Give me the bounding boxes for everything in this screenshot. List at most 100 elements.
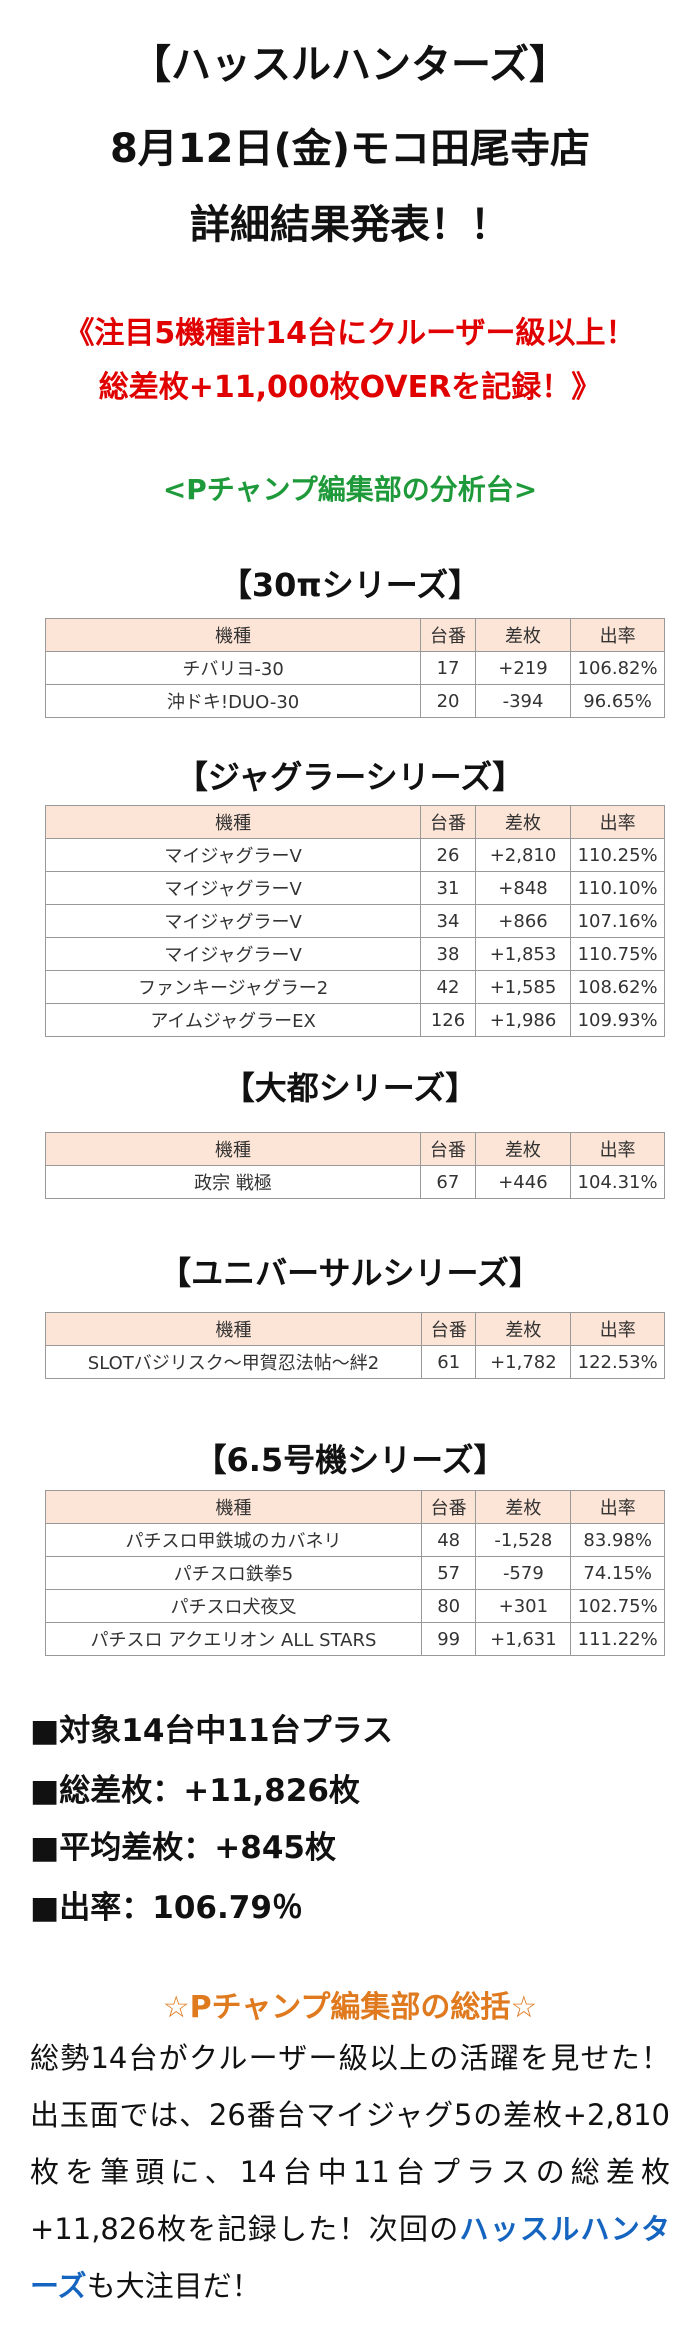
cell: -579 [475,1556,572,1590]
column-header: 出率 [570,805,665,839]
cell: マイジャグラーV [44,937,422,971]
row: チバリヨ-30 17 +219 106.82% [44,651,665,685]
cell: +1,585 [474,970,572,1004]
cell: 108.62% [570,970,665,1004]
cell: +1,782 [475,1345,572,1379]
column-header: 台番 [420,1490,477,1524]
column-header: 差枚 [474,618,572,652]
cell: チバリヨ-30 [44,651,422,685]
cell: 122.53% [570,1345,665,1379]
column-header: 台番 [420,805,476,839]
row: 政宗 戦極 67 +446 104.31% [45,1165,665,1199]
column-header: 差枚 [474,805,572,839]
cell: 107.16% [570,904,665,938]
summary-line: ■総差枚：+11,826枚 [30,1773,360,1809]
section-title: 【6.5号機シリーズ】 [194,1441,506,1479]
highlight-line: 総差枚+11,000枚OVERを記録！》 [98,370,602,405]
row: パチスロ甲鉄城のカバネリ 48 -1,528 83.98% [45,1523,665,1557]
cell: マイジャグラーV [44,838,422,872]
cell: 110.10% [570,871,665,905]
row: アイムジャグラーEX 126 +1,986 109.93% [44,1003,665,1037]
review-text: 総勢14台がクルーザー級以上の活躍を見せた！出玉面では、26番台マイジャグ5の差… [30,2030,670,2315]
cell: 110.25% [570,838,665,872]
result-table: 機種 台番 差枚 出率 チバリヨ-30 17 +219 106.82% 沖ドキ!DUO-30 20… [44,618,665,718]
row: ファンキージャグラー2 42 +1,585 108.62% [44,970,665,1004]
cell: 74.15% [570,1556,665,1590]
column-header: 出率 [570,1132,665,1166]
header-line: 8月12日(金)モコ田尾寺店 [109,126,591,172]
cell: マイジャグラーV [44,904,422,938]
text: 総勢14台がクルーザー級以上の活躍を見せた！出玉面では、26番台マイジャグ5の差… [30,2041,670,2246]
cell: -394 [474,684,572,718]
header-row: 機種 台番 差枚 出率 [44,1312,665,1346]
result-table: 機種 台番 差枚 出率 マイジャグラーV 26 +2,810 110.25% マイジャグラーV 3… [44,805,665,1037]
result-table: 機種 台番 差枚 出率 パチスロ甲鉄城のカバネリ 48 -1,528 83.98% パチスロ鉄拳… [45,1490,665,1656]
column-header: 機種 [44,1312,423,1346]
cell: 106.82% [570,651,665,685]
header-row: 機種 台番 差枚 出率 [44,618,665,652]
cell: 67 [420,1165,476,1199]
cell: 111.22% [570,1622,665,1656]
summary-line: ■対象14台中11台プラス [30,1713,393,1749]
cell: 109.93% [570,1003,665,1037]
cell: +446 [474,1165,572,1199]
column-header: 差枚 [475,1490,572,1524]
subtitle: <Pチャンプ編集部の分析台> [162,473,538,506]
cell: 48 [420,1523,477,1557]
cell: 17 [420,651,476,685]
cell: +866 [474,904,572,938]
summary-line: ■出率：106.79％ [30,1890,303,1926]
result-table: 機種 台番 差枚 出率 政宗 戦極 67 +446 104.31% [45,1132,665,1199]
cell: パチスロ犬夜叉 [45,1589,422,1623]
cell: 104.31% [570,1165,665,1199]
cell: 57 [420,1556,477,1590]
cell: +848 [474,871,572,905]
cell: +219 [474,651,572,685]
section-title: 【ユニバーサルシリーズ】 [159,1254,541,1292]
row: マイジャグラーV 26 +2,810 110.25% [44,838,665,872]
cell: +301 [475,1589,572,1623]
cell: SLOTバジリスク～甲賀忍法帖～絆2 [44,1345,423,1379]
row: マイジャグラーV 31 +848 110.10% [44,871,665,905]
row: パチスロ犬夜叉 80 +301 102.75% [45,1589,665,1623]
cell: +2,810 [474,838,572,872]
row: マイジャグラーV 38 +1,853 110.75% [44,937,665,971]
header-line: 【ハッスルハンターズ】 [131,42,569,88]
cell: 99 [420,1622,477,1656]
cell: -1,528 [475,1523,572,1557]
cell: 34 [420,904,476,938]
column-header: 機種 [44,618,422,652]
cell: 42 [420,970,476,1004]
column-header: 出率 [570,1312,665,1346]
column-header: 出率 [570,1490,665,1524]
column-header: 機種 [45,1132,421,1166]
row: SLOTバジリスク～甲賀忍法帖～絆2 61 +1,782 122.53% [44,1345,665,1379]
section-title: 【大都シリーズ】 [222,1069,478,1107]
cell: 110.75% [570,937,665,971]
cell: 102.75% [570,1589,665,1623]
row: マイジャグラーV 34 +866 107.16% [44,904,665,938]
row: パチスロ鉄拳5 57 -579 74.15% [45,1556,665,1590]
cell: 20 [420,684,476,718]
cell: 31 [420,871,476,905]
cell: パチスロ甲鉄城のカバネリ [45,1523,422,1557]
row: パチスロ アクエリオン ALL STARS 99 +1,631 111.22% [45,1622,665,1656]
cell: +1,631 [475,1622,572,1656]
cell: 沖ドキ!DUO-30 [44,684,422,718]
cell: 38 [420,937,476,971]
cell: 96.65% [570,684,665,718]
column-header: 差枚 [474,1132,572,1166]
cell: アイムジャグラーEX [44,1003,422,1037]
cell: 83.98% [570,1523,665,1557]
row: 沖ドキ!DUO-30 20 -394 96.65% [44,684,665,718]
section-title: 【ジャグラーシリーズ】 [175,758,525,796]
header-row: 機種 台番 差枚 出率 [45,1132,665,1166]
text: も大注目だ！ [86,2269,261,2303]
header-line: 詳細結果発表！！ [190,202,510,248]
column-header: 出率 [570,618,665,652]
column-header: 台番 [420,618,476,652]
cell: パチスロ アクエリオン ALL STARS [45,1622,422,1656]
column-header: 機種 [45,1490,422,1524]
cell: マイジャグラーV [44,871,422,905]
